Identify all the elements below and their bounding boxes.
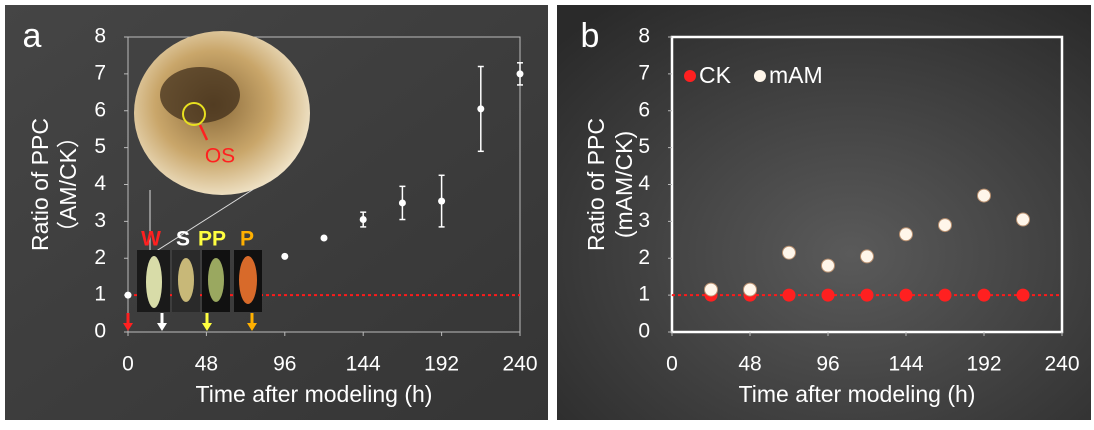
annotation: OS: [205, 145, 235, 168]
x-tick-label: 240: [1044, 353, 1079, 376]
point: [782, 288, 796, 302]
stage-arrow-head: [123, 323, 133, 331]
legend-marker: [684, 70, 696, 82]
x-tick-label: 96: [273, 353, 296, 376]
point: [938, 218, 952, 233]
point: [938, 288, 952, 302]
y-tick-label: 4: [638, 172, 650, 195]
x-tick-label: 240: [502, 353, 537, 376]
legend-label: CK: [699, 62, 732, 88]
point: [398, 199, 406, 207]
y-tick-label: 3: [638, 209, 650, 232]
x-tick-label: 144: [888, 353, 923, 376]
y-axis-label: Ratio of PPC: [27, 118, 53, 251]
legend-marker: [753, 70, 766, 82]
point: [124, 291, 132, 299]
annotation: S: [176, 228, 190, 251]
panel-b-bg: [557, 5, 1091, 420]
x-tick-label: 192: [966, 353, 1001, 376]
os-arrow: [198, 124, 209, 141]
point: [320, 234, 328, 242]
stage-arrow-head: [247, 323, 257, 331]
os-circle: [182, 102, 206, 126]
y-tick-label: 3: [94, 209, 106, 232]
larva-s-body: [178, 258, 194, 302]
point: [359, 216, 367, 224]
inset-connector: [149, 184, 261, 256]
point: [977, 288, 991, 302]
point: [782, 245, 796, 260]
point: [821, 288, 835, 302]
point: [860, 249, 874, 264]
x-axis-label: Time after modeling (h): [739, 381, 976, 407]
y-tick-label: 8: [638, 25, 650, 48]
point: [516, 70, 524, 78]
y-tick-label: 0: [638, 320, 650, 343]
point: [1016, 288, 1030, 302]
point: [899, 288, 913, 302]
x-axis-label: Time after modeling (h): [196, 381, 433, 407]
annotation: PP: [198, 228, 226, 251]
inset-photo-detail: [160, 67, 240, 123]
point: [281, 252, 289, 260]
x-tick-label: 144: [346, 353, 381, 376]
point: [821, 258, 835, 273]
larva-p-body: [239, 256, 257, 304]
y-tick-label: 7: [94, 61, 106, 84]
y-axis-label: Ratio of PPC: [583, 118, 609, 251]
x-tick-label: 0: [666, 353, 678, 376]
y-tick-label: 2: [638, 246, 650, 269]
annotation: W: [141, 228, 161, 251]
x-tick-label: 0: [122, 353, 134, 376]
point: [704, 282, 718, 297]
y-tick-label: 6: [638, 98, 650, 121]
annotation: P: [240, 228, 254, 251]
x-tick-label: 48: [195, 353, 218, 376]
y-tick-label: 5: [638, 135, 650, 158]
legend-label: mAM: [769, 62, 823, 88]
inset: [134, 31, 310, 312]
larva-pp-body: [208, 258, 224, 302]
y-axis-label: (mAM/CK): [611, 131, 637, 238]
panel-label: a: [23, 17, 42, 55]
y-tick-label: 0: [94, 320, 106, 343]
larva-w-body: [146, 256, 162, 308]
x-tick-label: 48: [738, 353, 761, 376]
y-tick-label: 5: [94, 135, 106, 158]
panel-label: b: [581, 17, 600, 55]
y-axis-label: （AM/CK）: [55, 125, 81, 244]
y-tick-label: 1: [94, 283, 106, 306]
point: [860, 288, 874, 302]
y-tick-label: 2: [94, 246, 106, 269]
point: [743, 282, 757, 297]
point: [977, 188, 991, 203]
stage-arrow-head: [202, 323, 212, 331]
x-tick-label: 96: [816, 353, 839, 376]
y-tick-label: 1: [638, 283, 650, 306]
point: [899, 227, 913, 242]
stage-arrow-head: [157, 323, 167, 331]
point: [477, 105, 485, 113]
y-tick-label: 6: [94, 98, 106, 121]
y-tick-label: 4: [94, 172, 106, 195]
point: [438, 197, 446, 205]
y-tick-label: 8: [94, 25, 106, 48]
y-tick-label: 7: [638, 61, 650, 84]
point: [1016, 212, 1030, 227]
x-tick-label: 192: [424, 353, 459, 376]
